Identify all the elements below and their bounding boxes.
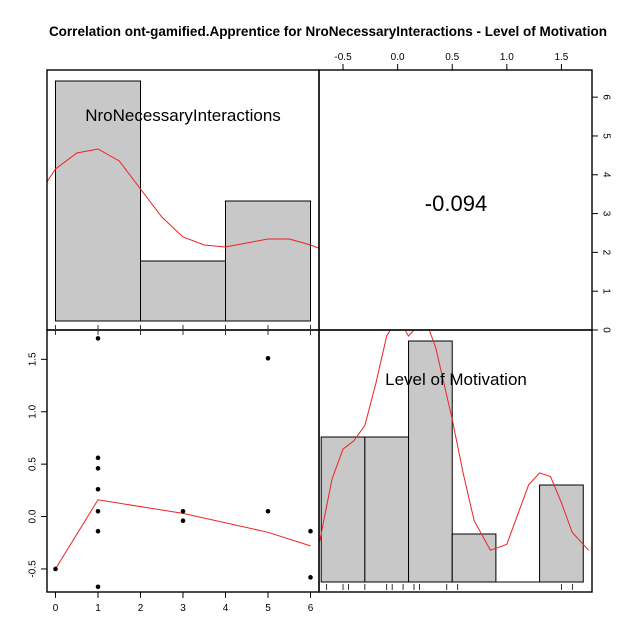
right-axis: 0 1 2 3 4 5 6 [591, 94, 611, 333]
scatter-point [308, 528, 313, 534]
scatter-point [95, 455, 101, 461]
tick-label: 1 [95, 603, 101, 614]
scatter-point [308, 575, 313, 580]
tick-label: 6 [600, 94, 611, 100]
tick-label: 0.5 [445, 52, 459, 63]
var1-label: NroNecessaryInteractions [85, 106, 281, 125]
histogram-panel-var1 [46, 69, 320, 331]
scatter-point [180, 518, 186, 524]
tick-label: 5 [600, 133, 611, 139]
bottom-axis: 0 1 2 3 4 5 6 [53, 325, 314, 614]
tick-label: 0.0 [391, 52, 405, 63]
scatter-point [95, 509, 101, 514]
histogram-bar [451, 533, 497, 583]
panel-frame [318, 329, 593, 593]
panel-frame [46, 329, 320, 593]
scatter-point [180, 509, 186, 514]
histogram-bar [539, 484, 584, 583]
tick-label: 2 [138, 603, 144, 614]
tick-label: 0 [53, 603, 59, 614]
tick-label: 3 [600, 211, 611, 217]
tick-label: 2 [600, 250, 611, 256]
scatter-point [265, 509, 271, 514]
scatter-panel [46, 329, 320, 593]
histogram-bar [55, 80, 141, 322]
tick-label: 6 [308, 603, 314, 614]
tick-label: 1.0 [500, 52, 514, 63]
tick-label: 1.5 [28, 352, 39, 366]
scatter-point [95, 336, 101, 341]
histogram-bar [408, 340, 453, 583]
scatter-point [95, 486, 101, 492]
var2-label: Level of Motivation [385, 370, 527, 389]
tick-label: 5 [265, 603, 271, 614]
tick-label: 0.5 [28, 457, 39, 471]
histogram-bar [364, 436, 410, 583]
density-curve [47, 148, 319, 249]
tick-label: 1.5 [554, 52, 568, 63]
tick-label: 1 [600, 288, 611, 294]
scatter-point [95, 528, 101, 534]
scatter-point [265, 355, 271, 361]
chart-title: Correlation ont-gamified.Apprentice for … [49, 24, 607, 39]
correlation-value: -0.094 [425, 191, 487, 216]
tick-label: 4 [223, 603, 229, 614]
top-axis: -0.5 0.0 0.5 1.0 1.5 [334, 52, 569, 71]
tick-label: 4 [600, 172, 611, 178]
tick-label: 3 [180, 603, 186, 614]
scatter-point [53, 566, 58, 572]
histogram-panel-var2 [318, 329, 593, 593]
tick-label: 1.0 [28, 404, 39, 418]
histogram-bar [140, 260, 226, 322]
scatter-point [95, 584, 101, 590]
tick-label: -0.5 [28, 560, 39, 578]
tick-label: 0 [600, 327, 611, 333]
left-axis: -0.5 0.0 0.5 1.0 1.5 [28, 352, 48, 578]
histogram-bar [320, 436, 366, 583]
tick-label: -0.5 [334, 52, 352, 63]
density-curve [319, 330, 590, 551]
scatter-point [95, 466, 101, 471]
histogram-bar [225, 200, 311, 322]
tick-label: 0.0 [28, 509, 39, 523]
